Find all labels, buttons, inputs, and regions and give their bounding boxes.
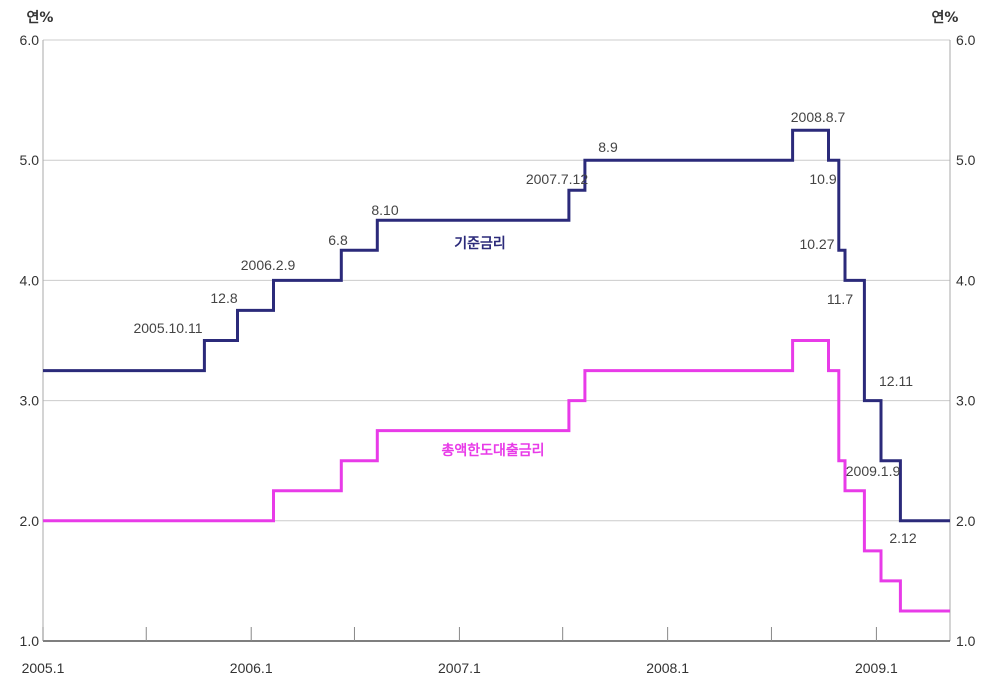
annotation-label: 10.27 — [799, 236, 834, 252]
y-tick-label-right: 6.0 — [956, 32, 976, 48]
axes — [42, 40, 951, 642]
series-lines — [43, 128, 950, 613]
y-tick-label-left: 2.0 — [20, 513, 40, 529]
annotation-label: 2009.1.9 — [846, 463, 901, 479]
annotation-label: 12.11 — [879, 373, 913, 389]
annotation-label: 2006.2.9 — [241, 257, 296, 273]
y-tick-label-left: 1.0 — [20, 633, 40, 649]
y-tick-label-right: 2.0 — [956, 513, 976, 529]
series-line-base-rate — [43, 128, 950, 523]
labels: 연% 연% 기준금리 총액한도대출금리 2005.10.11 12.8 2006… — [20, 10, 976, 676]
y-tick-label-left: 4.0 — [20, 272, 40, 288]
y-unit-right: 연% — [932, 10, 959, 26]
annotation-label: 10.9 — [809, 171, 836, 187]
annotation-label: 8.9 — [598, 139, 618, 155]
annotation-label: 2005.10.11 — [133, 320, 202, 336]
annotation-label: 2007.7.12 — [526, 171, 588, 187]
series-label-aggregate-credit-rate: 총액한도대출금리 — [441, 442, 544, 459]
y-tick-label-left: 6.0 — [20, 32, 40, 48]
y-tick-label-left: 3.0 — [20, 393, 40, 409]
y-tick-label-right: 5.0 — [956, 152, 976, 168]
x-tick-label: 2007.1 — [438, 660, 481, 676]
grid-lines — [43, 39, 950, 522]
x-tick-label: 2008.1 — [646, 660, 689, 676]
x-tick-label: 2009.1 — [855, 660, 898, 676]
y-tick-label-right: 4.0 — [956, 272, 976, 288]
y-tick-label-right: 3.0 — [956, 393, 976, 409]
x-tick-label: 2005.1 — [22, 660, 65, 676]
annotation-label: 2.12 — [889, 530, 916, 546]
series-line-aggregate-credit-rate — [43, 339, 950, 613]
y-unit-left: 연% — [27, 10, 54, 26]
series-label-base-rate: 기준금리 — [454, 236, 506, 252]
y-tick-label-left: 5.0 — [20, 152, 40, 168]
annotation-label: 6.8 — [328, 232, 348, 248]
annotation-label: 11.7 — [827, 291, 853, 307]
annotation-label: 8.10 — [371, 202, 398, 218]
x-tick-label: 2006.1 — [230, 660, 273, 676]
y-tick-label-right: 1.0 — [956, 633, 976, 649]
annotation-label: 12.8 — [210, 290, 237, 306]
annotation-label: 2008.8.7 — [791, 109, 846, 125]
